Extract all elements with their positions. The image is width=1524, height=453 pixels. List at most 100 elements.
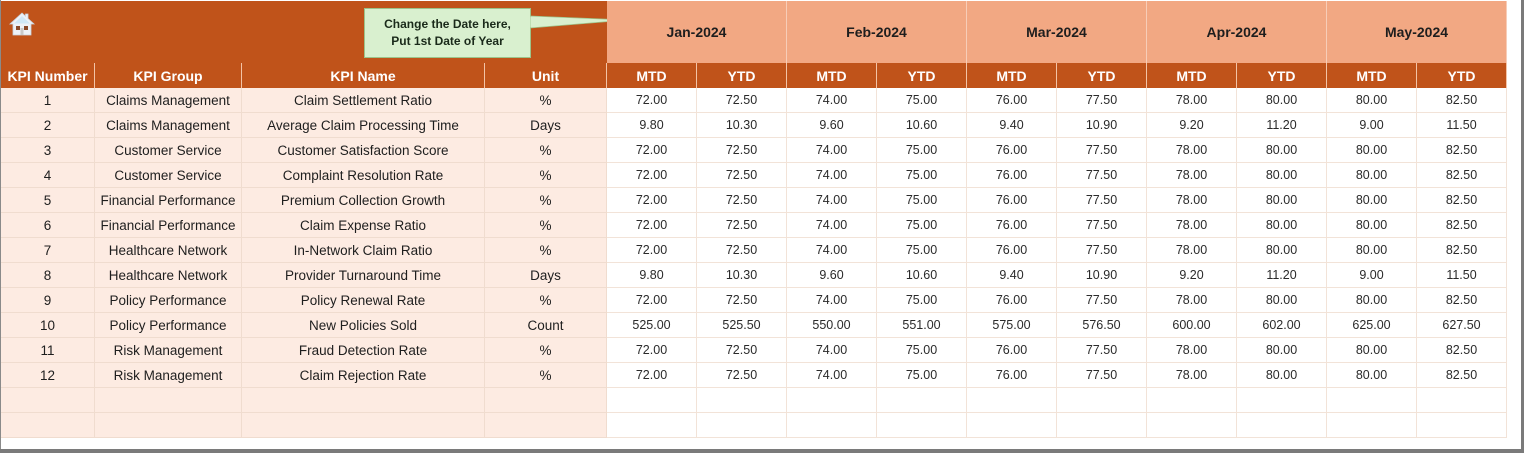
cell-kpi-group[interactable]: Healthcare Network <box>95 263 242 288</box>
cell-ytd-value[interactable] <box>1417 388 1507 413</box>
cell-ytd-value[interactable] <box>877 388 967 413</box>
cell-mtd-value[interactable]: 78.00 <box>1147 338 1237 363</box>
cell-mtd-value[interactable]: 72.00 <box>607 88 697 113</box>
cell-kpi-number[interactable]: 6 <box>1 213 95 238</box>
cell-ytd-value[interactable] <box>697 388 787 413</box>
column-header-unit[interactable]: Unit <box>485 63 607 88</box>
cell-mtd-value[interactable]: 76.00 <box>967 138 1057 163</box>
cell-mtd-value[interactable] <box>967 413 1057 438</box>
cell-ytd-value[interactable]: 11.20 <box>1237 113 1327 138</box>
cell-mtd-value[interactable]: 80.00 <box>1327 88 1417 113</box>
cell-mtd-value[interactable]: 525.00 <box>607 313 697 338</box>
cell-unit[interactable]: % <box>485 88 607 113</box>
cell-kpi-group[interactable]: Policy Performance <box>95 313 242 338</box>
cell-kpi-name[interactable]: Claim Expense Ratio <box>242 213 485 238</box>
cell-ytd-value[interactable]: 82.50 <box>1417 188 1507 213</box>
cell-kpi-group[interactable]: Customer Service <box>95 163 242 188</box>
cell-kpi-name[interactable] <box>242 413 485 438</box>
cell-kpi-group[interactable] <box>95 413 242 438</box>
column-header-mtd[interactable]: MTD <box>1147 63 1237 88</box>
column-header-mtd[interactable]: MTD <box>967 63 1057 88</box>
cell-ytd-value[interactable]: 75.00 <box>877 238 967 263</box>
cell-mtd-value[interactable]: 80.00 <box>1327 163 1417 188</box>
cell-kpi-group[interactable]: Risk Management <box>95 363 242 388</box>
cell-ytd-value[interactable]: 72.50 <box>697 288 787 313</box>
cell-kpi-name[interactable]: Claim Rejection Rate <box>242 363 485 388</box>
cell-mtd-value[interactable]: 74.00 <box>787 138 877 163</box>
cell-ytd-value[interactable]: 11.20 <box>1237 263 1327 288</box>
cell-ytd-value[interactable]: 75.00 <box>877 288 967 313</box>
cell-ytd-value[interactable]: 75.00 <box>877 188 967 213</box>
cell-mtd-value[interactable]: 9.40 <box>967 263 1057 288</box>
cell-mtd-value[interactable]: 72.00 <box>607 188 697 213</box>
column-header-kpi-name[interactable]: KPI Name <box>242 63 485 88</box>
cell-ytd-value[interactable]: 82.50 <box>1417 88 1507 113</box>
cell-ytd-value[interactable]: 72.50 <box>697 363 787 388</box>
cell-ytd-value[interactable]: 80.00 <box>1237 88 1327 113</box>
cell-mtd-value[interactable]: 80.00 <box>1327 288 1417 313</box>
cell-kpi-name[interactable]: Customer Satisfaction Score <box>242 138 485 163</box>
cell-ytd-value[interactable]: 77.50 <box>1057 238 1147 263</box>
cell-ytd-value[interactable]: 77.50 <box>1057 338 1147 363</box>
cell-mtd-value[interactable]: 80.00 <box>1327 138 1417 163</box>
cell-ytd-value[interactable]: 82.50 <box>1417 163 1507 188</box>
cell-mtd-value[interactable]: 78.00 <box>1147 163 1237 188</box>
cell-ytd-value[interactable]: 77.50 <box>1057 188 1147 213</box>
cell-kpi-group[interactable]: Risk Management <box>95 338 242 363</box>
cell-kpi-number[interactable]: 8 <box>1 263 95 288</box>
cell-ytd-value[interactable]: 602.00 <box>1237 313 1327 338</box>
cell-kpi-name[interactable]: Policy Renewal Rate <box>242 288 485 313</box>
cell-mtd-value[interactable]: 9.00 <box>1327 113 1417 138</box>
cell-ytd-value[interactable]: 80.00 <box>1237 363 1327 388</box>
column-header-ytd[interactable]: YTD <box>697 63 787 88</box>
home-icon[interactable] <box>8 11 36 37</box>
cell-ytd-value[interactable]: 10.90 <box>1057 263 1147 288</box>
cell-mtd-value[interactable]: 76.00 <box>967 213 1057 238</box>
cell-mtd-value[interactable]: 80.00 <box>1327 338 1417 363</box>
cell-ytd-value[interactable]: 77.50 <box>1057 288 1147 313</box>
cell-mtd-value[interactable]: 76.00 <box>967 338 1057 363</box>
cell-ytd-value[interactable]: 77.50 <box>1057 213 1147 238</box>
cell-kpi-name[interactable] <box>242 388 485 413</box>
cell-kpi-number[interactable]: 3 <box>1 138 95 163</box>
column-header-kpi-number[interactable]: KPI Number <box>1 63 95 88</box>
cell-kpi-number[interactable] <box>1 388 95 413</box>
column-header-mtd[interactable]: MTD <box>607 63 697 88</box>
cell-kpi-number[interactable]: 5 <box>1 188 95 213</box>
cell-unit[interactable]: % <box>485 163 607 188</box>
cell-mtd-value[interactable] <box>1147 413 1237 438</box>
cell-mtd-value[interactable]: 72.00 <box>607 363 697 388</box>
cell-mtd-value[interactable] <box>1327 413 1417 438</box>
cell-mtd-value[interactable]: 72.00 <box>607 288 697 313</box>
cell-kpi-number[interactable]: 11 <box>1 338 95 363</box>
cell-mtd-value[interactable]: 76.00 <box>967 163 1057 188</box>
cell-ytd-value[interactable]: 75.00 <box>877 138 967 163</box>
cell-mtd-value[interactable]: 80.00 <box>1327 188 1417 213</box>
cell-mtd-value[interactable]: 78.00 <box>1147 238 1237 263</box>
cell-mtd-value[interactable] <box>787 413 877 438</box>
cell-mtd-value[interactable]: 72.00 <box>607 213 697 238</box>
cell-mtd-value[interactable] <box>1327 388 1417 413</box>
cell-kpi-number[interactable]: 7 <box>1 238 95 263</box>
cell-mtd-value[interactable]: 9.20 <box>1147 113 1237 138</box>
cell-ytd-value[interactable]: 72.50 <box>697 338 787 363</box>
cell-mtd-value[interactable] <box>1147 388 1237 413</box>
cell-ytd-value[interactable]: 576.50 <box>1057 313 1147 338</box>
cell-mtd-value[interactable]: 74.00 <box>787 238 877 263</box>
cell-kpi-group[interactable]: Healthcare Network <box>95 238 242 263</box>
cell-kpi-group[interactable] <box>95 388 242 413</box>
cell-ytd-value[interactable]: 10.30 <box>697 113 787 138</box>
column-header-ytd[interactable]: YTD <box>1237 63 1327 88</box>
cell-ytd-value[interactable] <box>877 413 967 438</box>
cell-kpi-group[interactable]: Claims Management <box>95 113 242 138</box>
cell-mtd-value[interactable]: 80.00 <box>1327 213 1417 238</box>
cell-ytd-value[interactable]: 80.00 <box>1237 213 1327 238</box>
cell-kpi-number[interactable]: 1 <box>1 88 95 113</box>
cell-ytd-value[interactable]: 72.50 <box>697 163 787 188</box>
cell-mtd-value[interactable]: 78.00 <box>1147 363 1237 388</box>
cell-ytd-value[interactable]: 80.00 <box>1237 163 1327 188</box>
cell-ytd-value[interactable]: 80.00 <box>1237 138 1327 163</box>
column-header-kpi-group[interactable]: KPI Group <box>95 63 242 88</box>
cell-kpi-group[interactable]: Financial Performance <box>95 188 242 213</box>
cell-mtd-value[interactable]: 9.20 <box>1147 263 1237 288</box>
